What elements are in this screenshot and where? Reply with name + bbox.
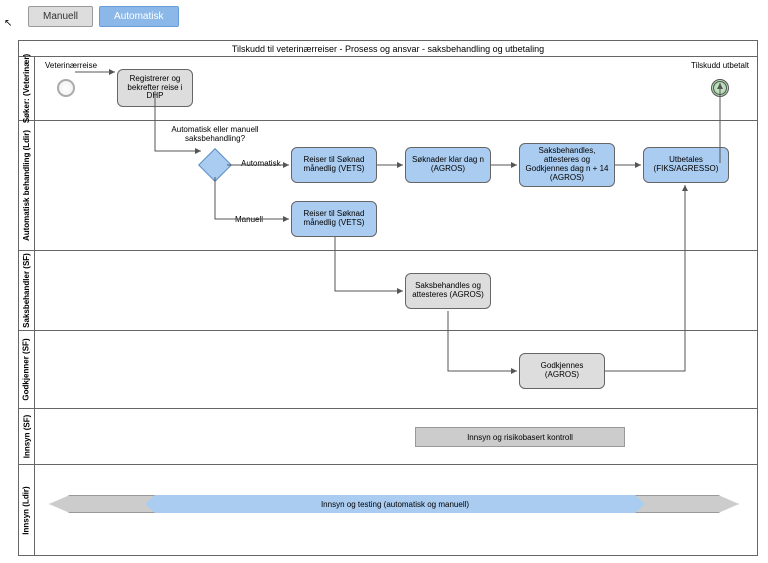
auto-button[interactable]: Automatisk <box>99 6 178 27</box>
node-utbetales[interactable]: Utbetales (FIKS/AGRESSO) <box>643 147 729 183</box>
lane-label: Innsyn (SF) <box>19 409 35 464</box>
lane-label: Saksbehandler (SF) <box>19 251 35 330</box>
band-innsyn-sf: Innsyn og risikobasert kontroll <box>415 427 625 447</box>
node-saksb-sf[interactable]: Saksbehandles og attesteres (AGROS) <box>405 273 491 309</box>
manual-button[interactable]: Manuell <box>28 6 93 27</box>
node-saksb-auto[interactable]: Saksbehandles, attesteres og Godkjennes … <box>519 143 615 187</box>
lane-label: Godkjenner (SF) <box>19 331 35 408</box>
bpmn-pool: Tilskudd til veterinærreiser - Prosess o… <box>18 40 758 556</box>
edge-manual-label: Manuell <box>235 215 263 224</box>
lane-label: Søker: (Veterinær) <box>19 57 35 120</box>
lane-godkj: Godkjenner (SF) Godkjennes (AGROS) <box>19 331 757 409</box>
node-register[interactable]: Registrerer og bekrefter reise i DHP <box>117 69 193 107</box>
cursor-icon: ↖ <box>4 18 12 29</box>
pool-title: Tilskudd til veterinærreiser - Prosess o… <box>19 41 757 57</box>
lane-saksb: Saksbehandler (SF) Saksbehandles og atte… <box>19 251 757 331</box>
start-event <box>57 79 75 97</box>
gateway[interactable] <box>198 148 232 182</box>
gateway-label: Automatisk eller manuell saksbehandling? <box>165 125 265 143</box>
node-manual-vets[interactable]: Reiser til Søknad månedlig (VETS) <box>291 201 377 237</box>
start-label: Veterinærreise <box>45 61 95 70</box>
edge-auto-label: Automatisk <box>241 159 281 168</box>
lane-innsyn-ldir: Innsyn (Ldir) Innsyn og testing (automat… <box>19 465 757 555</box>
end-label: Tilskudd utbetalt <box>683 61 757 70</box>
lane-label: Automatisk behandling (Ldir) <box>19 121 35 250</box>
end-event <box>711 79 729 97</box>
band-innsyn-ldir: Innsyn og testing (automatisk og manuell… <box>145 495 645 513</box>
node-soknader[interactable]: Søknader klar dag n (AGROS) <box>405 147 491 183</box>
node-godkj[interactable]: Godkjennes (AGROS) <box>519 353 605 389</box>
node-auto-vets[interactable]: Reiser til Søknad månedlig (VETS) <box>291 147 377 183</box>
lane-auto: Automatisk behandling (Ldir) Automatisk … <box>19 121 757 251</box>
lane-label: Innsyn (Ldir) <box>19 465 35 555</box>
lane-innsyn-sf: Innsyn (SF) Innsyn og risikobasert kontr… <box>19 409 757 465</box>
lane-soker: Søker: (Veterinær) Veterinærreise Regist… <box>19 57 757 121</box>
mode-buttons: Manuell Automatisk <box>28 6 179 27</box>
